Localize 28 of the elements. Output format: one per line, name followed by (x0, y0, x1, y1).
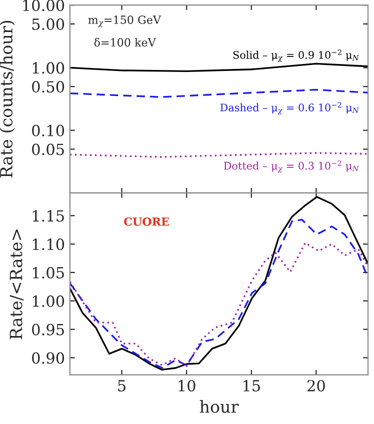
series-label: Dashed – μ$_{χ}$ = 0.6 10$^{−2}$ μ$_{N}$ (220, 102, 359, 115)
y-tick-label: 0.50 (32, 81, 64, 93)
annotation: m$_{χ}$=150 GeV (88, 16, 162, 28)
x-axis-title: hour (200, 400, 239, 413)
y-tick-label: 0.05 (32, 144, 64, 156)
line-series (70, 242, 368, 368)
annotation: CUORE (124, 217, 169, 226)
y-tick-label: 1.10 (32, 238, 64, 250)
line-series (70, 62, 368, 72)
y-tick-label: 0.95 (32, 324, 64, 336)
y-tick-label: 1.00 (32, 62, 64, 74)
series-label: Dotted – μ$_{χ}$ = 0.3 10$^{−2}$ μ$_{N}$ (224, 160, 359, 173)
x-tick-label: 10 (178, 380, 196, 392)
x-tick-label: 20 (307, 380, 325, 392)
y-tick-label: 0.90 (32, 352, 64, 364)
y-tick-label: 5.00 (32, 18, 64, 30)
x-tick-label: 5 (118, 380, 126, 392)
y-tick-label: 0.10 (32, 124, 64, 136)
y-tick-label: 1.00 (32, 295, 64, 307)
annotation: δ=100 keV (94, 38, 156, 47)
y-tick-label: 10.00 (23, 0, 64, 12)
y-tick-label: 1.15 (32, 210, 64, 222)
y-axis-title: Rate/<Rate> (10, 229, 24, 340)
y-tick-label: 1.05 (32, 266, 64, 279)
series-label: Solid – μ$_{χ}$ = 0.9 10$^{−2}$ μ$_{N}$ (233, 50, 359, 62)
y-axis-title: Rate (counts/hour) (0, 20, 15, 178)
x-tick-label: 15 (244, 380, 260, 392)
line-series (70, 88, 368, 98)
